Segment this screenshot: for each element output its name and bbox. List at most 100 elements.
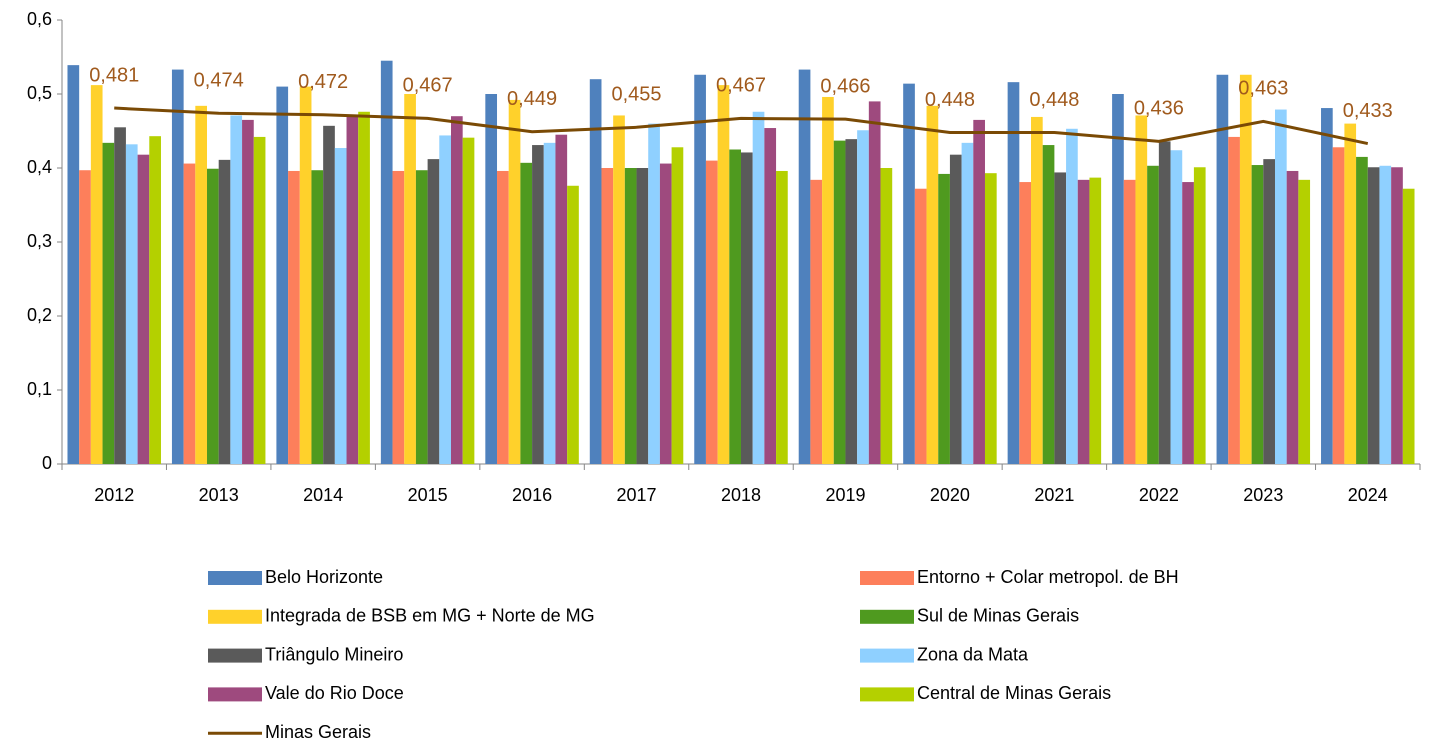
legend-label: Central de Minas Gerais — [917, 683, 1111, 703]
legend-label: Zona da Mata — [917, 644, 1029, 664]
bar — [624, 168, 637, 464]
data-label: 0,433 — [1343, 100, 1393, 122]
bar — [311, 170, 324, 464]
legend-swatch — [860, 687, 914, 702]
bar — [137, 154, 150, 464]
bar — [1298, 179, 1311, 464]
bar — [659, 163, 672, 464]
y-tick-label: 0,5 — [27, 83, 52, 103]
bar — [1042, 145, 1055, 464]
bar — [415, 170, 428, 464]
bar — [149, 136, 161, 464]
bar — [392, 170, 405, 464]
bar — [798, 69, 811, 464]
bar — [450, 116, 463, 464]
data-label: 0,467 — [716, 75, 766, 97]
bar — [880, 168, 893, 464]
x-tick-label: 2012 — [94, 485, 134, 505]
bar — [1228, 136, 1240, 465]
legend-swatch — [208, 648, 262, 663]
bar — [1274, 109, 1287, 464]
bar — [90, 85, 103, 465]
bar — [705, 160, 718, 464]
bar — [532, 145, 544, 464]
bar — [230, 115, 243, 465]
x-tick-label: 2017 — [617, 485, 657, 505]
y-tick-label: 0,4 — [27, 157, 52, 177]
bar — [555, 134, 568, 464]
data-label: 0,474 — [194, 70, 244, 92]
legend-label: Triângulo Mineiro — [265, 644, 403, 664]
legend-label: Belo Horizonte — [265, 567, 383, 587]
bar — [67, 65, 80, 464]
x-tick-label: 2016 — [512, 485, 552, 505]
bar — [323, 125, 335, 464]
bar — [1379, 165, 1392, 464]
legend-swatch — [860, 648, 914, 663]
bar — [439, 135, 451, 464]
bar — [1147, 165, 1159, 464]
bar — [822, 96, 834, 465]
bar — [589, 79, 602, 464]
bar — [404, 94, 416, 464]
bar — [195, 105, 208, 464]
bar — [601, 168, 614, 464]
x-tick-label: 2018 — [721, 485, 761, 505]
bar — [833, 140, 846, 464]
bar — [520, 162, 533, 464]
bar — [1239, 74, 1252, 464]
bar — [497, 170, 509, 464]
bar — [1356, 156, 1368, 464]
bar — [671, 147, 684, 464]
bar — [1402, 188, 1415, 464]
x-tick-label: 2014 — [303, 485, 343, 505]
legend-label: Vale do Rio Doce — [265, 683, 404, 703]
legend-swatch — [860, 571, 914, 585]
bar — [1216, 74, 1229, 464]
data-label: 0,472 — [298, 71, 348, 93]
x-tick-label: 2019 — [825, 485, 865, 505]
bar — [1251, 165, 1264, 465]
legend-label: Sul de Minas Gerais — [917, 606, 1079, 626]
bar — [114, 127, 126, 465]
bar — [1031, 116, 1043, 464]
bar — [776, 170, 788, 464]
bar — [427, 159, 440, 464]
bar — [926, 105, 939, 464]
bar — [1182, 182, 1194, 464]
bar — [949, 154, 962, 464]
bar — [914, 188, 927, 464]
bar — [984, 173, 997, 464]
bar — [810, 179, 823, 464]
x-tick-label: 2021 — [1034, 485, 1074, 505]
x-tick-label: 2023 — [1243, 485, 1283, 505]
bar — [868, 101, 881, 465]
bar — [1066, 128, 1078, 464]
data-label: 0,448 — [1029, 89, 1079, 111]
bar — [125, 144, 138, 464]
bar — [207, 168, 219, 465]
y-tick-label: 0,2 — [27, 305, 52, 325]
bar — [1170, 150, 1183, 465]
x-tick-label: 2015 — [408, 485, 448, 505]
bar — [508, 99, 521, 465]
legend-swatch — [208, 687, 262, 702]
bar — [183, 163, 196, 464]
data-label: 0,448 — [925, 89, 975, 111]
bar — [1321, 108, 1333, 464]
bar — [462, 137, 475, 464]
bar — [171, 69, 184, 464]
legend-swatch — [860, 609, 914, 624]
bar — [218, 159, 231, 465]
bar — [1193, 167, 1206, 464]
bar — [1158, 141, 1171, 465]
bar — [485, 94, 498, 464]
bar — [288, 170, 300, 464]
data-label: 0,436 — [1134, 98, 1184, 120]
bar — [380, 60, 393, 464]
data-label: 0,463 — [1238, 78, 1288, 100]
bar — [729, 149, 741, 464]
bar — [1332, 147, 1345, 464]
bar — [1007, 82, 1020, 464]
